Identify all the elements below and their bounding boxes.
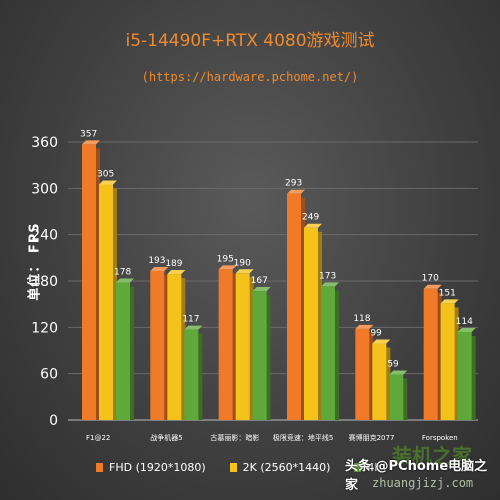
legend-label-2k: 2K (2560*1440) bbox=[242, 461, 331, 474]
data-label: 167 bbox=[251, 276, 268, 286]
data-label: 173 bbox=[319, 271, 336, 281]
bar bbox=[82, 144, 96, 421]
x-tick-label: 赛博朋克2077 bbox=[349, 433, 395, 442]
chart-subtitle: (https://hardware.pchome.net/) bbox=[141, 70, 359, 84]
bar bbox=[389, 374, 404, 420]
bar-top bbox=[457, 327, 476, 332]
legend: FHD (1920*1080) 2K (2560*1440) 4k bbox=[96, 461, 381, 474]
bar-top bbox=[321, 282, 339, 287]
bar-top bbox=[150, 266, 169, 271]
bar bbox=[287, 193, 301, 420]
bar-top bbox=[423, 284, 442, 289]
x-tick-label: F1@22 bbox=[86, 434, 110, 442]
legend-item-fhd: FHD (1920*1080) bbox=[96, 461, 206, 474]
legend-label-fhd: FHD (1920*1080) bbox=[109, 461, 206, 474]
bar-top bbox=[389, 370, 408, 375]
data-label: 117 bbox=[182, 315, 199, 325]
x-tick-label: 古墓丽影：暗影 bbox=[210, 433, 259, 442]
legend-item-4k: 4k bbox=[354, 461, 381, 474]
bar bbox=[457, 331, 472, 420]
bar bbox=[99, 184, 113, 420]
bar-top bbox=[116, 278, 134, 283]
bar bbox=[184, 329, 199, 420]
legend-swatch-fhd bbox=[96, 463, 103, 472]
bar bbox=[355, 328, 370, 420]
y-tick-label: 360 bbox=[31, 135, 58, 151]
bar-top bbox=[355, 324, 374, 329]
bar-top bbox=[440, 299, 459, 304]
bar-top bbox=[218, 265, 237, 270]
x-tick-label: 战争机器5 bbox=[150, 433, 182, 442]
data-label: 305 bbox=[97, 169, 114, 179]
bar-top bbox=[99, 180, 117, 185]
legend-swatch-2k bbox=[229, 463, 237, 472]
bar bbox=[218, 269, 233, 420]
bar bbox=[167, 274, 182, 420]
data-label: 114 bbox=[456, 317, 473, 327]
bar bbox=[304, 227, 318, 420]
bar-top bbox=[304, 223, 322, 228]
x-tick-label: Forspoken bbox=[422, 434, 458, 442]
data-label: 170 bbox=[422, 274, 439, 284]
bar bbox=[150, 270, 165, 420]
data-label: 118 bbox=[353, 314, 370, 324]
watermark-text: 头条 @PChome电脑之家 bbox=[345, 459, 488, 493]
chart-title: i5-14490F+RTX 4080游戏测试 bbox=[125, 31, 375, 51]
bar bbox=[440, 303, 455, 420]
y-tick-label: 0 bbox=[49, 413, 58, 429]
bar-top bbox=[372, 339, 391, 344]
bar bbox=[116, 282, 130, 420]
data-label: 195 bbox=[217, 254, 234, 264]
data-label: 293 bbox=[285, 179, 302, 189]
bar bbox=[252, 291, 267, 420]
data-label: 99 bbox=[370, 329, 382, 339]
watermark-domain: zhuangjizj.com bbox=[372, 476, 474, 490]
bar-top bbox=[82, 140, 100, 145]
bar-top bbox=[235, 269, 254, 274]
bar-top bbox=[184, 325, 203, 330]
y-tick-label: 180 bbox=[31, 274, 58, 290]
bar bbox=[321, 286, 335, 420]
data-label: 357 bbox=[80, 129, 97, 139]
legend-label-4k: 4k bbox=[367, 461, 381, 474]
y-tick-label: 60 bbox=[40, 367, 58, 383]
data-label: 59 bbox=[387, 359, 399, 369]
data-label: 190 bbox=[234, 258, 251, 268]
bar-top bbox=[287, 189, 305, 194]
data-label: 193 bbox=[148, 256, 165, 266]
x-tick-label: 极限竞速：地平线5 bbox=[273, 433, 333, 442]
bar bbox=[372, 343, 387, 420]
bar bbox=[423, 288, 438, 420]
y-tick-label: 120 bbox=[31, 320, 58, 336]
data-label: 151 bbox=[439, 288, 456, 298]
bar-top bbox=[252, 287, 271, 292]
y-tick-label: 240 bbox=[31, 228, 58, 244]
bar bbox=[235, 273, 250, 420]
data-label: 178 bbox=[114, 268, 131, 278]
data-label: 189 bbox=[165, 259, 182, 269]
data-label: 249 bbox=[302, 213, 319, 223]
bar-top bbox=[167, 270, 186, 275]
legend-swatch-4k bbox=[354, 463, 362, 472]
y-tick-label: 300 bbox=[31, 181, 58, 197]
watermark-logo: 装机之家 bbox=[392, 444, 472, 468]
legend-item-2k: 2K (2560*1440) bbox=[229, 461, 331, 474]
